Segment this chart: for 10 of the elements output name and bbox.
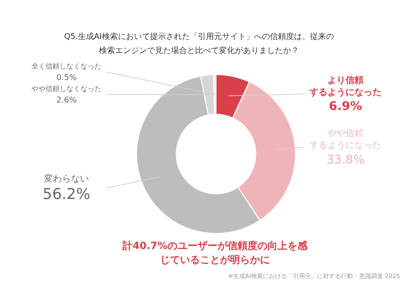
- chart-title: Q5.生成AI検索において提示された「引用元サイト」への信頼度は、従来の検索エンジンで見た場合と比べて変化がありましたか？: [64, 31, 334, 57]
- slice-label: 変わらない: [44, 173, 89, 184]
- slice-label: やや信頼するようになった: [310, 128, 382, 152]
- data-label: 6.9%: [328, 99, 362, 114]
- slice-label: より信頼するようになった: [308, 74, 382, 98]
- data-label: 56.2%: [42, 184, 90, 203]
- data-label: 33.8%: [326, 152, 365, 166]
- data-label: 2.6%: [56, 96, 78, 105]
- text: 計40.7%のユーザーが信頼度の向上を感じていることが明らかに: [122, 240, 308, 268]
- data-label: 0.5%: [56, 73, 78, 82]
